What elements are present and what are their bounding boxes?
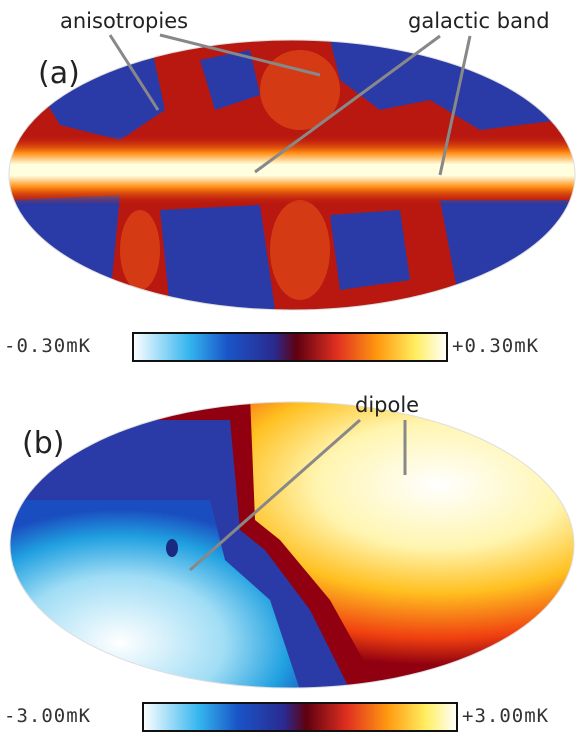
- annotation: galactic band: [408, 9, 550, 33]
- annotation: anisotropies: [60, 9, 188, 33]
- annotation: dipole: [355, 393, 419, 417]
- panel-label: (b): [22, 426, 64, 461]
- colorbar: [133, 333, 447, 361]
- panel-label: (a): [38, 56, 80, 91]
- figure: (a) anisotropies galactic band -0.30mK +…: [0, 0, 586, 735]
- colorbar: [143, 703, 457, 731]
- map-b: [0, 395, 586, 695]
- colorbar-min: -3.00mK: [4, 705, 91, 727]
- map-a: [0, 30, 586, 320]
- colorbar-min: -0.30mK: [4, 335, 91, 357]
- colorbar-max: +3.00mK: [462, 705, 549, 727]
- colorbar-max: +0.30mK: [452, 335, 539, 357]
